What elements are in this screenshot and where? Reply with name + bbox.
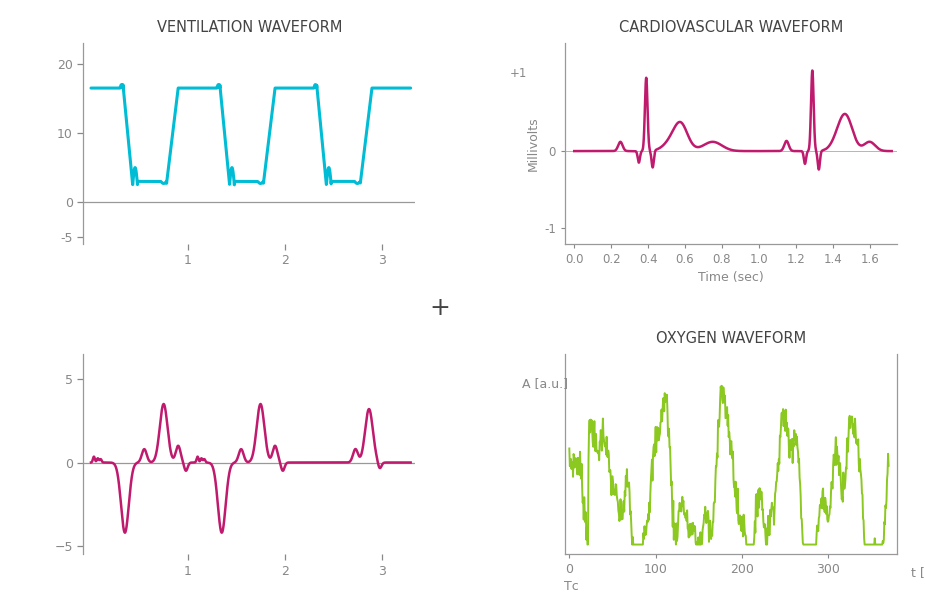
Y-axis label: Millivolts: Millivolts — [527, 116, 540, 171]
Text: +1: +1 — [510, 68, 527, 81]
Text: T⁣c: T⁣c — [564, 580, 579, 593]
X-axis label: Time (sec): Time (sec) — [698, 271, 764, 284]
Title: CARDIOVASCULAR WAVEFORM: CARDIOVASCULAR WAVEFORM — [619, 20, 844, 35]
Text: t [ms]: t [ms] — [910, 567, 925, 580]
Title: OXYGEN WAVEFORM: OXYGEN WAVEFORM — [656, 331, 807, 346]
Title: VENTILATION WAVEFORM: VENTILATION WAVEFORM — [156, 20, 342, 35]
Text: A [a.u.]: A [a.u.] — [522, 378, 568, 391]
Text: +: + — [429, 296, 450, 320]
